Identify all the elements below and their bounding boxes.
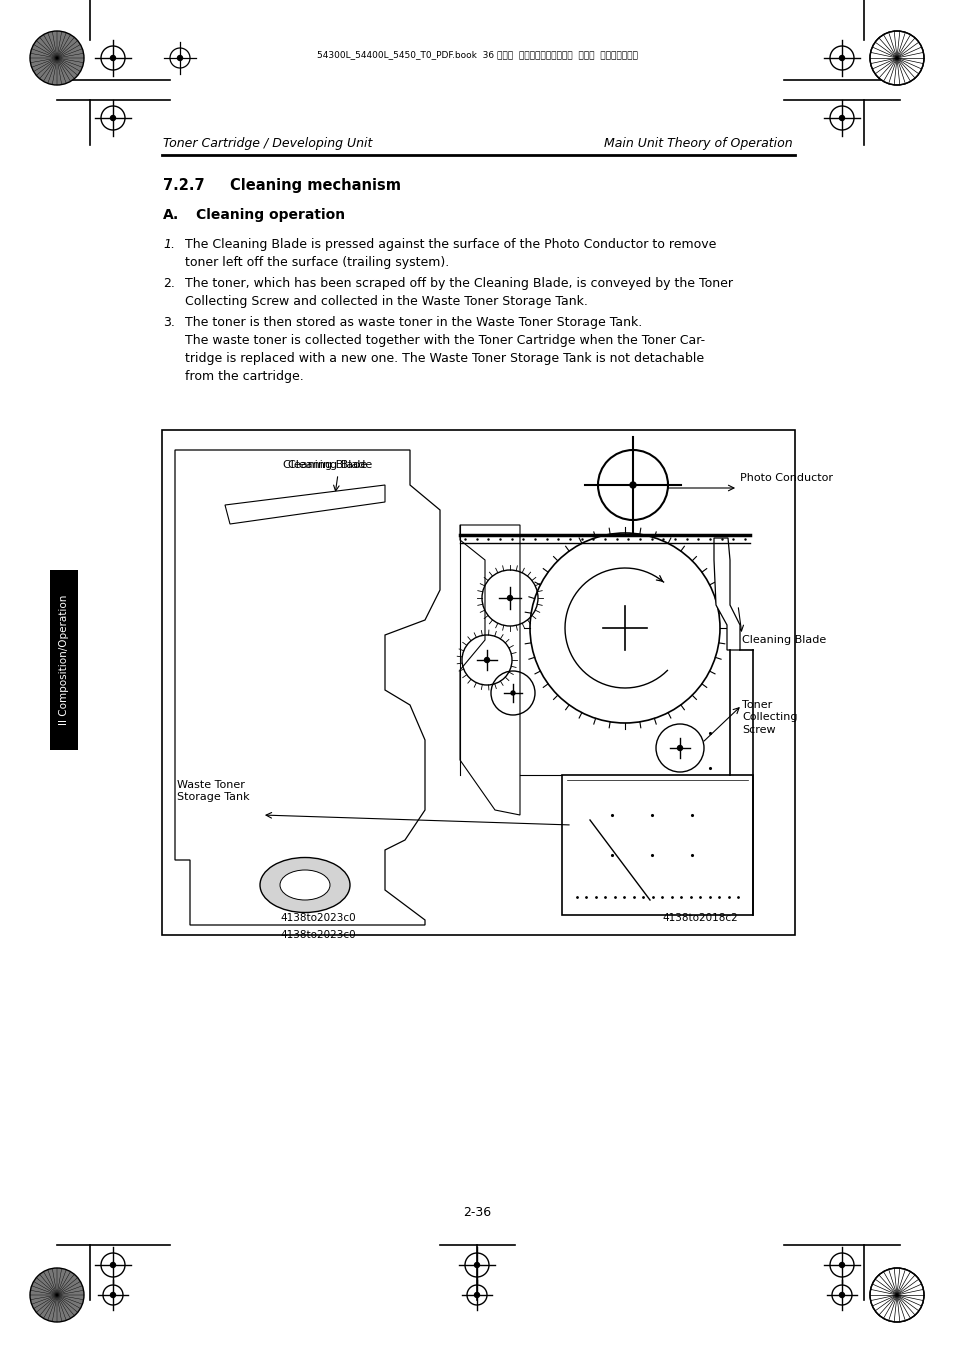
Text: Waste Toner
Storage Tank: Waste Toner Storage Tank: [177, 780, 250, 802]
Ellipse shape: [280, 870, 330, 900]
Text: 2.: 2.: [163, 277, 174, 290]
Text: from the cartridge.: from the cartridge.: [185, 370, 303, 382]
Circle shape: [474, 1293, 479, 1297]
Text: 4138to2023c0: 4138to2023c0: [280, 913, 355, 923]
Text: Cleaning mechanism: Cleaning mechanism: [230, 178, 400, 193]
Text: Cleaning operation: Cleaning operation: [195, 208, 345, 222]
Text: Toner Cartridge / Developing Unit: Toner Cartridge / Developing Unit: [163, 136, 372, 150]
Bar: [561, 775, 752, 915]
Circle shape: [677, 746, 681, 751]
Text: The toner is then stored as waste toner in the Waste Toner Storage Tank.: The toner is then stored as waste toner …: [185, 316, 641, 330]
Text: tridge is replaced with a new one. The Waste Toner Storage Tank is not detachabl: tridge is replaced with a new one. The W…: [185, 353, 703, 365]
Text: Photo Conductor: Photo Conductor: [740, 473, 832, 484]
Text: 7.2.7: 7.2.7: [163, 178, 204, 193]
Circle shape: [111, 1262, 115, 1267]
Circle shape: [484, 658, 489, 662]
Text: II Composition/Operation: II Composition/Operation: [59, 594, 69, 725]
Circle shape: [111, 55, 115, 61]
Ellipse shape: [869, 31, 923, 85]
Text: 54300L_54400L_5450_T0_PDF.book  36 ページ  ２００５年４月１２日  火曜日  午後４時４９分: 54300L_54400L_5450_T0_PDF.book 36 ページ ２０…: [316, 50, 637, 59]
Text: The Cleaning Blade is pressed against the surface of the Photo Conductor to remo: The Cleaning Blade is pressed against th…: [185, 238, 716, 251]
Text: toner left off the surface (trailing system).: toner left off the surface (trailing sys…: [185, 255, 449, 269]
Circle shape: [511, 690, 515, 694]
Circle shape: [474, 1262, 479, 1267]
Text: A.: A.: [163, 208, 179, 222]
Circle shape: [111, 1293, 115, 1297]
Text: Cleaning Blade: Cleaning Blade: [283, 459, 367, 470]
Text: Cleaning Blade: Cleaning Blade: [288, 459, 372, 470]
Circle shape: [839, 55, 843, 61]
Text: Main Unit Theory of Operation: Main Unit Theory of Operation: [604, 136, 792, 150]
Circle shape: [507, 596, 512, 600]
Polygon shape: [713, 538, 740, 650]
Circle shape: [111, 115, 115, 120]
Text: Collecting Screw and collected in the Waste Toner Storage Tank.: Collecting Screw and collected in the Wa…: [185, 295, 587, 308]
Text: The toner, which has been scraped off by the Cleaning Blade, is conveyed by the : The toner, which has been scraped off by…: [185, 277, 732, 290]
Text: The waste toner is collected together with the Toner Cartridge when the Toner Ca: The waste toner is collected together wi…: [185, 334, 704, 347]
Text: 1.: 1.: [163, 238, 174, 251]
Text: 3.: 3.: [163, 316, 174, 330]
Text: Toner
Collecting
Screw: Toner Collecting Screw: [741, 700, 797, 735]
Ellipse shape: [869, 1269, 923, 1323]
Ellipse shape: [30, 31, 84, 85]
Text: Cleaning Blade: Cleaning Blade: [741, 635, 825, 644]
Ellipse shape: [260, 858, 350, 912]
Text: 2-36: 2-36: [462, 1206, 491, 1220]
Bar: [162, 430, 794, 935]
Text: 4138to2018c2: 4138to2018c2: [661, 913, 737, 923]
Circle shape: [177, 55, 182, 61]
Circle shape: [839, 1293, 843, 1297]
Polygon shape: [225, 485, 385, 524]
Circle shape: [629, 482, 636, 488]
Ellipse shape: [30, 1269, 84, 1323]
Circle shape: [839, 1262, 843, 1267]
Bar: [50, 570, 78, 750]
Circle shape: [839, 115, 843, 120]
Text: 4138to2023c0: 4138to2023c0: [280, 929, 355, 940]
